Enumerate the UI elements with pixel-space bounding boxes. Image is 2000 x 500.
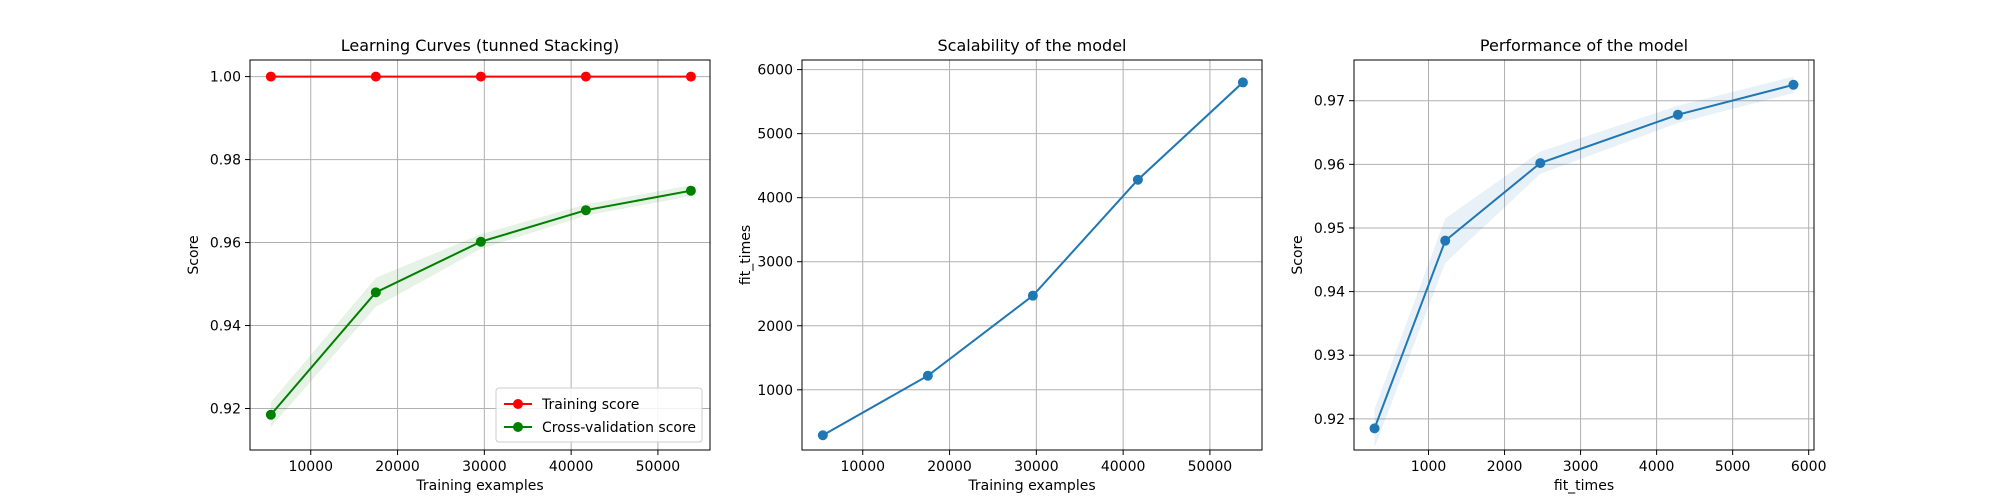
- chart-title: Learning Curves (tunned Stacking): [341, 36, 619, 55]
- series-1-point: [1535, 158, 1546, 169]
- y-tick-label: 0.92: [1314, 412, 1345, 428]
- axes-frame: [801, 59, 1263, 451]
- y-axis-label: fit_times: [738, 225, 754, 285]
- series-2-point: [265, 409, 276, 420]
- y-tick-label: 0.95: [1314, 221, 1345, 237]
- y-tick-label: 1000: [757, 383, 793, 399]
- y-tick-label: 4000: [757, 191, 793, 207]
- series-1-point: [580, 71, 591, 82]
- series-1-line: [822, 81, 1244, 437]
- y-axis-label: Score: [1290, 235, 1306, 274]
- x-tick-label: 40000: [549, 459, 594, 475]
- series-1-point: [922, 370, 933, 381]
- series-1-point: [685, 71, 696, 82]
- x-tick-label: 10000: [840, 459, 885, 475]
- chart-title: Performance of the model: [1480, 36, 1688, 55]
- axes-frame: [249, 59, 711, 451]
- series-2-point: [685, 185, 696, 196]
- legend-label: Training score: [541, 397, 639, 413]
- x-tick-label: 2000: [1487, 459, 1523, 475]
- x-tick-label: 40000: [1101, 459, 1146, 475]
- series-1-point: [475, 71, 486, 82]
- series-1-point: [1237, 77, 1248, 88]
- y-tick-label: 0.92: [210, 402, 241, 418]
- y-tick-label: 0.93: [1314, 348, 1345, 364]
- y-tick-label: 2000: [757, 319, 793, 335]
- x-tick-label: 4000: [1639, 459, 1675, 475]
- series-1-point: [1672, 109, 1683, 120]
- x-tick-label: 10000: [288, 459, 333, 475]
- legend-marker: [513, 422, 523, 432]
- y-tick-label: 0.96: [210, 236, 241, 252]
- series-2-point: [475, 236, 486, 247]
- x-axis-label: Training examples: [415, 478, 543, 494]
- series-1-point: [1027, 290, 1038, 301]
- x-tick-label: 30000: [1014, 459, 1059, 475]
- x-axis-label: fit_times: [1554, 478, 1614, 494]
- chart-title: Scalability of the model: [938, 36, 1127, 55]
- y-tick-label: 0.98: [210, 153, 241, 169]
- x-tick-label: 50000: [1188, 459, 1233, 475]
- y-tick-label: 0.97: [1314, 94, 1345, 110]
- y-axis-label: Score: [186, 235, 202, 274]
- y-tick-label: 3000: [757, 255, 793, 271]
- axes-frame: [1353, 59, 1815, 451]
- y-tick-label: 0.94: [210, 319, 241, 335]
- chart-2: 10000 20000 30000 40000 50000 1000 2000 3000 400…: [738, 36, 1263, 494]
- chart-1: 10000 20000 30000 40000 50000 0.92 0.94 0.96 0.9…: [186, 36, 711, 494]
- series-1-point: [1788, 79, 1799, 90]
- y-tick-label: 6000: [757, 63, 793, 79]
- y-tick-label: 5000: [757, 127, 793, 143]
- x-tick-label: 5000: [1715, 459, 1751, 475]
- series-2-point: [580, 205, 591, 216]
- series-1-point: [265, 71, 276, 82]
- series-1-point: [817, 430, 828, 441]
- chart-3: 1000 2000 3000 4000 5000 6000 0.92 0.93 0.94 0.95…: [1290, 36, 1826, 494]
- x-tick-label: 3000: [1563, 459, 1599, 475]
- series-1-point: [1132, 174, 1143, 185]
- x-tick-label: 1000: [1411, 459, 1447, 475]
- x-tick-label: 6000: [1791, 459, 1827, 475]
- x-tick-label: 50000: [636, 459, 681, 475]
- y-tick-label: 1.00: [210, 70, 241, 86]
- series-1-point: [370, 71, 381, 82]
- y-tick-label: 0.96: [1314, 157, 1345, 173]
- x-tick-label: 20000: [375, 459, 420, 475]
- x-tick-label: 20000: [927, 459, 972, 475]
- x-tick-label: 30000: [462, 459, 507, 475]
- y-tick-label: 0.94: [1314, 285, 1345, 301]
- legend-box: [495, 387, 703, 443]
- legend: Training score Cross-validation score: [495, 387, 703, 443]
- series-1-point: [1369, 423, 1380, 434]
- legend-marker: [513, 399, 523, 409]
- series-2-point: [370, 287, 381, 298]
- legend-label: Cross-validation score: [542, 420, 696, 436]
- series-1-band: [1374, 76, 1794, 448]
- x-axis-label: Training examples: [967, 478, 1095, 494]
- series-2-line: [270, 189, 692, 416]
- series-1-point: [1440, 235, 1451, 246]
- series-2-band: [270, 185, 691, 428]
